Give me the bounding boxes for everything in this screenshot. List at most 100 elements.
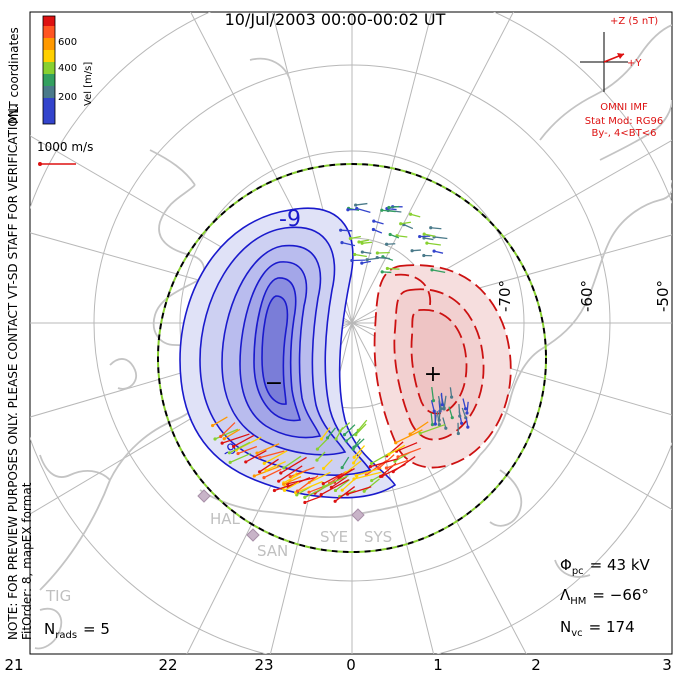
velocity-vector bbox=[400, 221, 411, 225]
velocity-vector-origin bbox=[352, 461, 356, 465]
velocity-vector bbox=[386, 459, 409, 469]
velocity-vector bbox=[355, 467, 382, 477]
velocity-vector bbox=[356, 207, 371, 213]
nrads-value: = 5 bbox=[83, 620, 110, 638]
velocity-vector bbox=[396, 442, 418, 452]
velocity-vector-origin bbox=[410, 249, 414, 253]
velocity-vector bbox=[335, 479, 350, 491]
velocity-vector-origin bbox=[437, 422, 441, 427]
velocity-vector-origin bbox=[356, 428, 360, 432]
velocity-vector bbox=[347, 486, 372, 495]
velocity-vector bbox=[338, 467, 355, 479]
station-marker bbox=[351, 508, 365, 522]
velocity-vector bbox=[431, 386, 435, 401]
velocity-vector bbox=[448, 406, 453, 418]
velocity-vector bbox=[259, 458, 279, 473]
imf-y-label: +Y bbox=[627, 58, 642, 69]
velocity-vector-origin bbox=[444, 426, 448, 430]
velocity-vector-origin bbox=[465, 411, 469, 415]
velocity-vector bbox=[357, 419, 368, 431]
velocity-vector-origin bbox=[340, 240, 344, 245]
velocity-vector bbox=[331, 476, 348, 488]
phi-pc-symbol: Φ bbox=[560, 556, 572, 574]
velocity-vector-origin bbox=[430, 423, 435, 427]
velocity-vector-origin bbox=[352, 477, 356, 481]
velocity-vector-origin bbox=[385, 266, 389, 271]
velocity-vector-origin bbox=[232, 444, 236, 449]
velocity-vector-origin bbox=[418, 431, 422, 435]
velocity-vector-origin bbox=[360, 241, 364, 245]
velocity-vector-origin bbox=[380, 208, 384, 212]
velocity-vector bbox=[353, 471, 382, 480]
velocity-vector bbox=[434, 236, 448, 240]
mlt-label-0: 0 bbox=[346, 656, 356, 674]
stats-phi-pc: Φpc = 43 kV bbox=[560, 556, 651, 577]
colorbar-tick-200: 200 bbox=[58, 92, 77, 103]
station-tig: TIG bbox=[45, 587, 71, 605]
lambda-hm-value: = −66° bbox=[592, 586, 649, 604]
velocity-vector-origin bbox=[350, 258, 354, 263]
velocity-vector bbox=[424, 233, 436, 237]
velocity-vector-origin bbox=[429, 226, 433, 230]
velocity-vector-origin bbox=[387, 205, 391, 210]
velocity-vector-origin bbox=[408, 432, 412, 436]
velocity-vector-origin bbox=[388, 232, 392, 237]
velocity-vector bbox=[278, 465, 303, 482]
velocity-vector-origin bbox=[442, 407, 446, 411]
velocity-vector-origin bbox=[321, 482, 325, 486]
velocity-vector bbox=[341, 456, 350, 468]
velocity-vector bbox=[458, 403, 461, 417]
lat-label-60: -60° bbox=[578, 280, 596, 312]
velocity-vector-origin bbox=[257, 470, 262, 474]
svg-text:ΛHM= −66°: ΛHM = −66° bbox=[560, 586, 649, 607]
station-marker bbox=[197, 489, 211, 503]
velocity-vector-origin bbox=[340, 465, 344, 470]
velocity-vector-origin bbox=[344, 439, 348, 443]
velocity-vector bbox=[462, 398, 467, 409]
imf-model: Stat Mod: RG96 bbox=[585, 116, 664, 127]
velocity-vector-origin bbox=[282, 482, 286, 486]
plot-title: 10/Jul/2003 00:00-00:02 UT bbox=[225, 10, 446, 29]
velocity-vector bbox=[304, 482, 333, 498]
velocity-vector-origin bbox=[337, 476, 341, 480]
velocity-vector bbox=[334, 486, 356, 502]
pos-center-symbol: + bbox=[424, 362, 442, 387]
velocity-vector-origin bbox=[252, 474, 256, 478]
velocity-vector-origin bbox=[377, 466, 381, 470]
velocity-vector bbox=[355, 202, 368, 206]
radar-stations: HAL SAN SYE SYS TIG bbox=[45, 489, 392, 605]
velocity-vector-origin bbox=[463, 407, 468, 411]
velocity-vector bbox=[283, 476, 302, 485]
svg-text:Nrads= 5: Nrads = 5 bbox=[44, 620, 110, 641]
velocity-vector bbox=[280, 456, 307, 474]
velocity-vector-origin bbox=[346, 208, 350, 212]
velocity-vector bbox=[440, 392, 444, 405]
velocity-vector-origin bbox=[384, 466, 389, 470]
velocity-vector-origin bbox=[422, 253, 426, 258]
velocity-vector bbox=[229, 452, 252, 463]
velocity-vector-origin bbox=[372, 219, 376, 223]
plot-frame bbox=[29, 11, 673, 655]
velocity-vector-origin bbox=[387, 452, 391, 456]
velocity-vector bbox=[426, 242, 441, 246]
colorbar-tick-600: 600 bbox=[58, 37, 77, 48]
nrads-symbol: N bbox=[44, 620, 55, 638]
mlt-label-1: 1 bbox=[433, 656, 443, 674]
velocity-vector bbox=[419, 423, 446, 434]
velocity-vector-origin bbox=[384, 242, 389, 246]
velocity-vector-origin bbox=[315, 458, 319, 462]
velocity-vector bbox=[297, 475, 319, 492]
velocity-vector bbox=[449, 387, 453, 398]
imf-z-label: +Z (5 nT) bbox=[610, 16, 658, 27]
mlt-label-3: 3 bbox=[662, 656, 672, 674]
velocity-vector-origin bbox=[282, 488, 287, 492]
velocity-vector bbox=[363, 478, 380, 492]
velocity-vector bbox=[245, 449, 267, 463]
velocity-vector-origin bbox=[368, 464, 372, 469]
imf-dial: +Z (5 nT) +Y OMNI IMF Stat Mod: RG96 By-… bbox=[580, 16, 663, 139]
imf-source: OMNI IMF bbox=[600, 102, 648, 113]
velocity-vector bbox=[396, 235, 408, 238]
velocity-vector-origin bbox=[227, 451, 231, 455]
velocity-vector bbox=[355, 423, 367, 436]
velocity-vector bbox=[263, 450, 288, 464]
